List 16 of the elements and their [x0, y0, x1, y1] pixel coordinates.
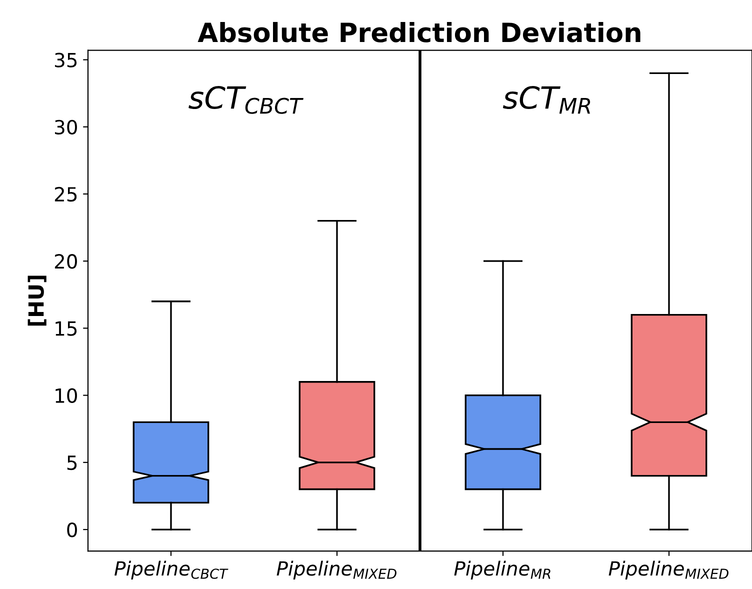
x-tick-label: Pipeline$_{CBCT}$ — [114, 560, 228, 580]
x-tick-label: Pipeline$_{MR}$ — [454, 560, 550, 580]
y-tick-label: 35 — [55, 52, 77, 68]
annotation: sCT$_{CBCT}$ — [188, 86, 304, 114]
y-tick-label: 20 — [54, 254, 77, 269]
y-axis-title: [HU] — [28, 276, 46, 326]
y-tick-label: 10 — [56, 388, 77, 403]
chart-title: Absolute Prediction Deviation — [198, 22, 640, 42]
x-tick-label: Pipeline$_{MIXED}$ — [276, 560, 396, 580]
y-tick-label: 30 — [55, 120, 77, 135]
x-tick-label: Pipeline$_{MIXED}$ — [608, 560, 728, 580]
y-tick-label: 25 — [54, 186, 77, 202]
y-tick-label: 5 — [67, 456, 77, 470]
annotation: sCT$_{MR}$ — [502, 86, 590, 114]
y-tick-label: 15 — [56, 321, 77, 336]
y-tick-label: 0 — [67, 522, 77, 538]
